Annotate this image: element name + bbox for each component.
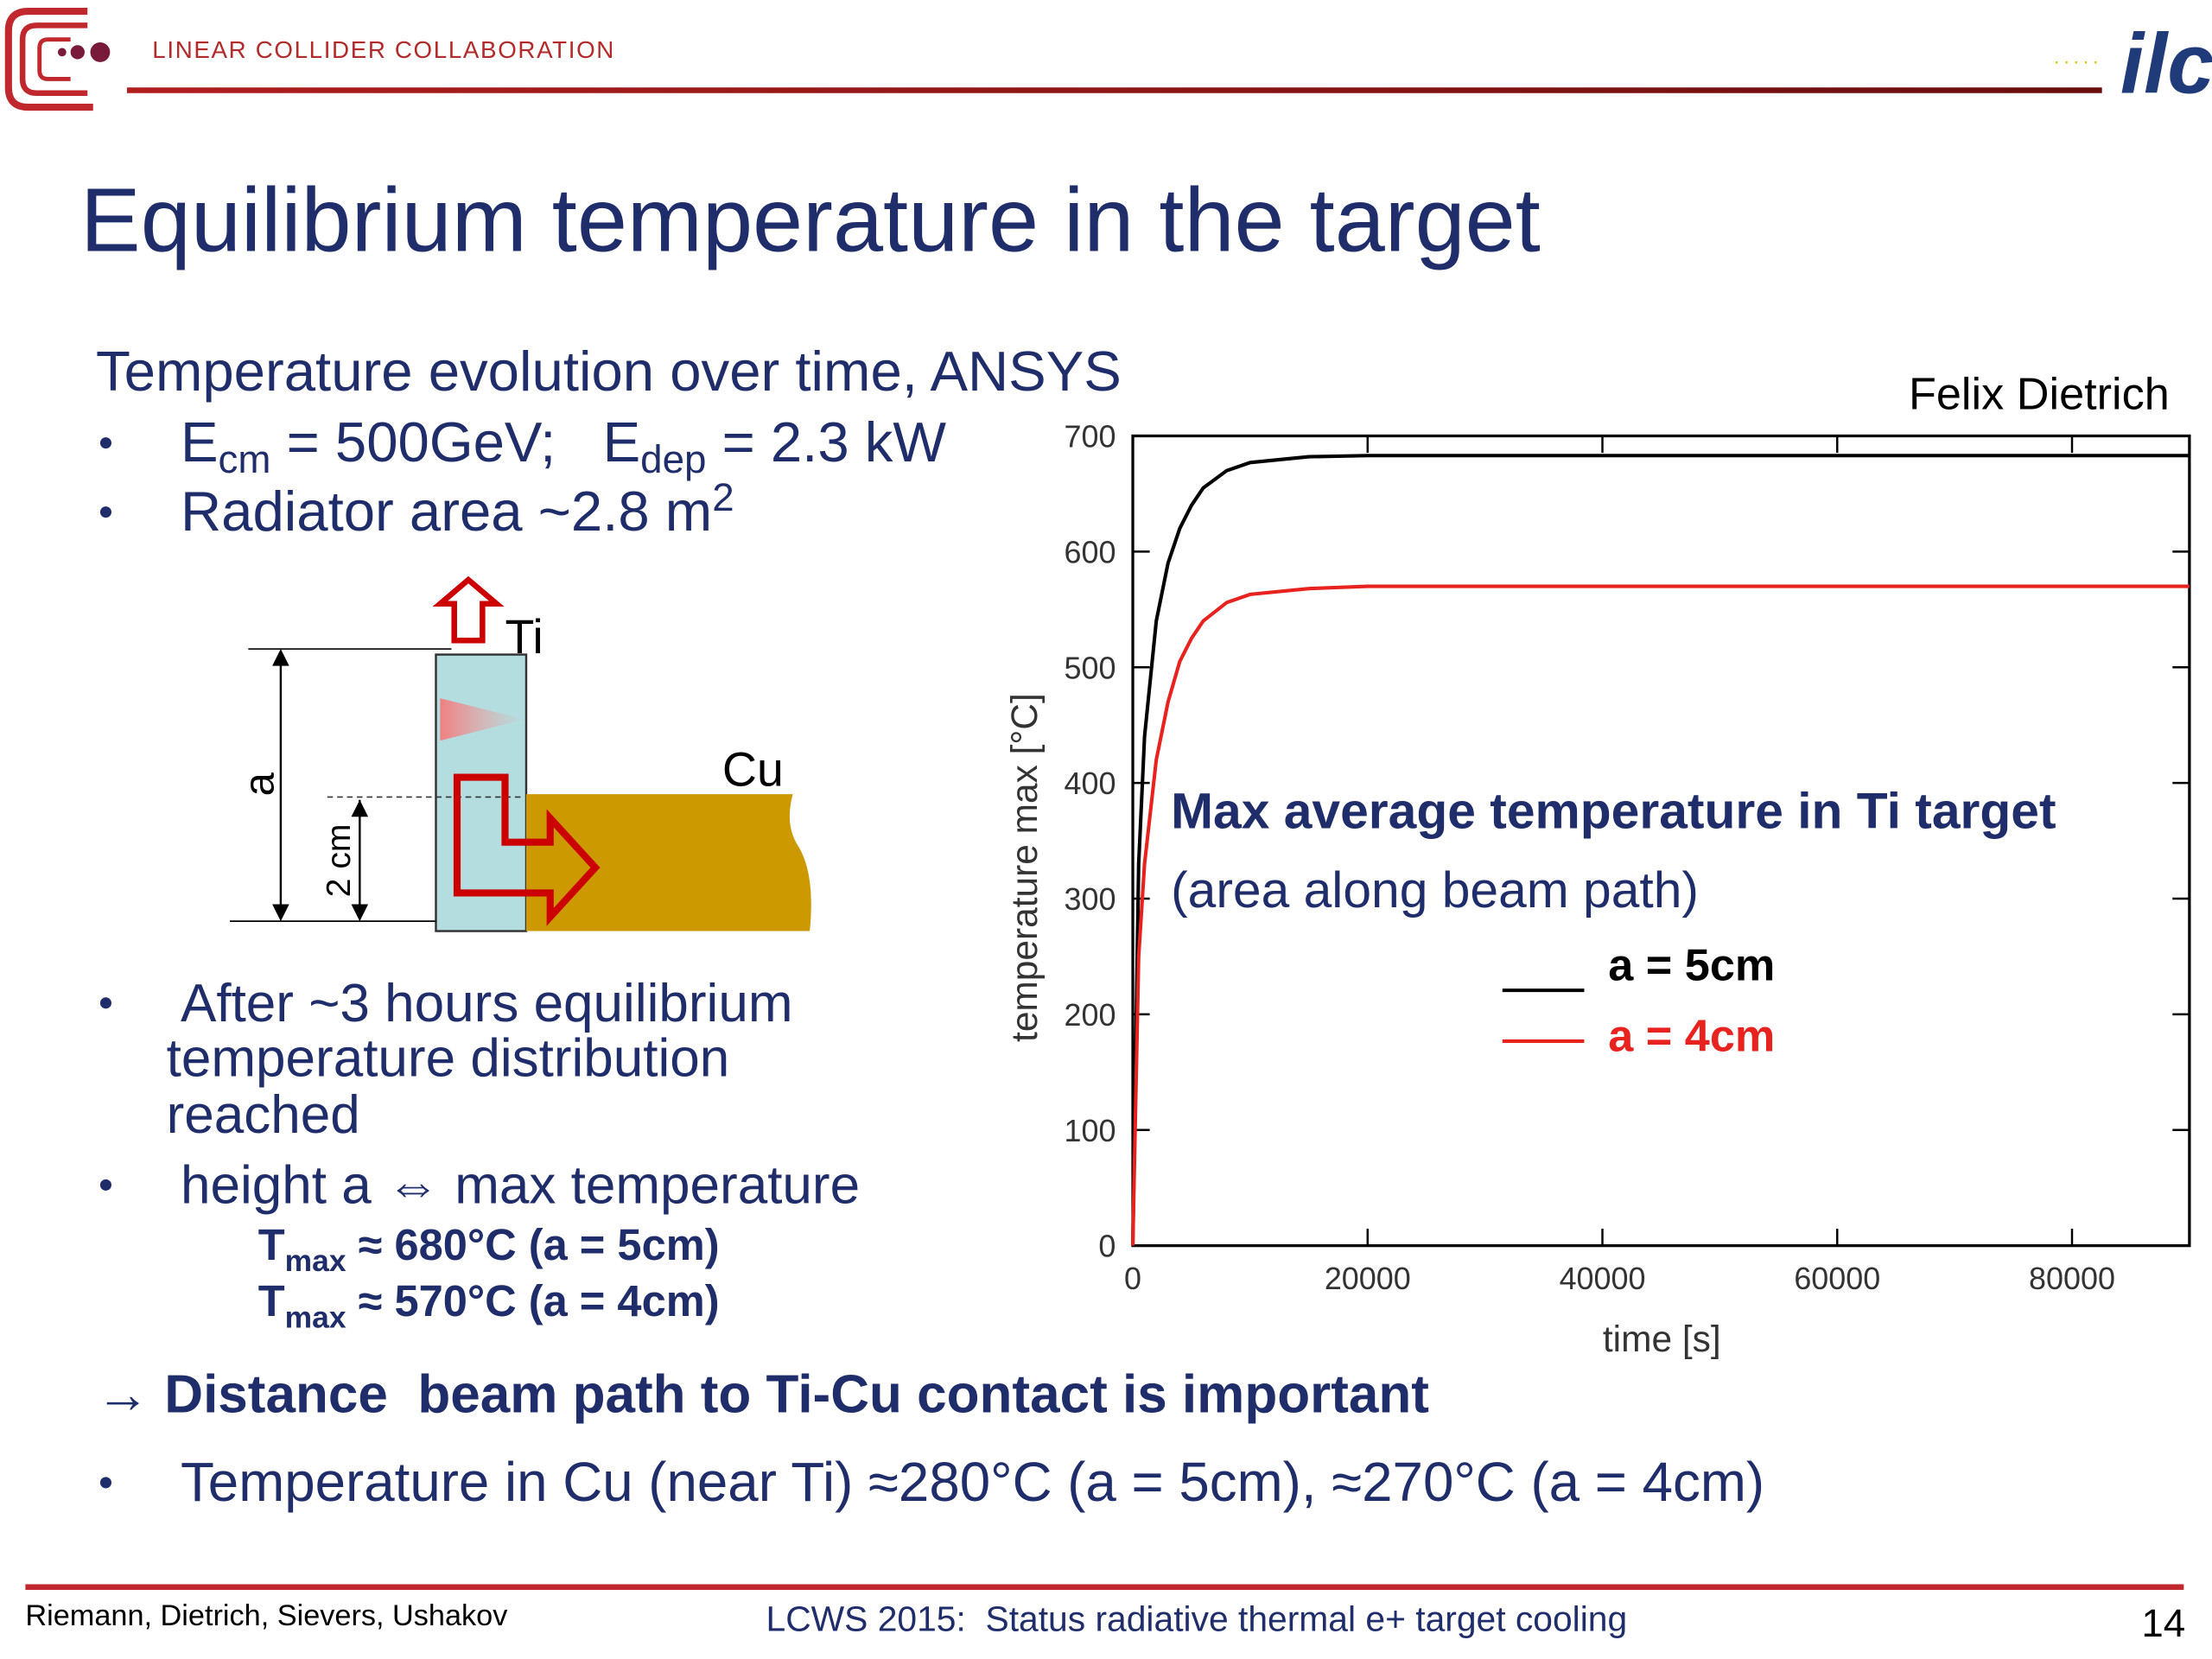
organization: LINEAR COLLIDER COLLABORATION — [152, 36, 615, 63]
bullet-equilibrium-line: reached — [167, 1085, 360, 1145]
target-diagram — [230, 575, 811, 932]
text-part: = 500GeV; E — [270, 410, 640, 474]
slide-title: Equilibrium temperature in the target — [80, 170, 1541, 271]
text-part: Radiator area ~2.8 m — [181, 480, 712, 543]
script-text: dep — [640, 437, 706, 481]
y-tick-label: 400 — [1065, 766, 1116, 801]
tmax-line: Tmax ≈ 570°C (a = 4cm) — [258, 1276, 720, 1334]
bullet-energy: Ecm = 500GeV; Edep = 2.3 kW — [181, 410, 946, 481]
lcc-logo — [4, 7, 111, 111]
x-tick-label: 20000 — [1325, 1261, 1411, 1296]
text-part: T — [258, 1276, 285, 1325]
cu-label: Cu — [722, 742, 784, 796]
logo-dots: ..... — [2054, 45, 2102, 67]
legend-label: a = 4cm — [1608, 1011, 1775, 1061]
footer-authors: Riemann, Dietrich, Sievers, Ushakov — [25, 1599, 508, 1632]
script-text: cm — [219, 437, 271, 481]
tmax-line: Tmax ≈ 680°C (a = 5cm) — [258, 1220, 720, 1278]
bullet-equilibrium-line: After ~3 hours equilibrium — [181, 974, 793, 1033]
text-part: ≈ 570°C (a = 4cm) — [346, 1276, 720, 1325]
text-part: ≈ 680°C (a = 5cm) — [346, 1220, 720, 1269]
x-axis-label: time [s] — [1603, 1319, 1721, 1359]
y-tick-label: 200 — [1065, 997, 1116, 1033]
offset-label: 2 cm — [321, 823, 358, 897]
chart: Felix Dietrich 0 100 200 300 400 500 600 700 0 200… — [1004, 369, 2191, 1359]
text-part: = 2.3 kW — [706, 410, 946, 474]
bullet-cu: Temperature in Cu (near Ti) ≈280°C (a = … — [181, 1452, 1764, 1513]
bullet-radiator: Radiator area ~2.8 m2 — [181, 475, 734, 543]
script-text: 2 — [712, 475, 734, 519]
x-tick-label: 0 — [1124, 1261, 1141, 1296]
y-axis-label: temperature max [°C] — [1004, 693, 1045, 1042]
y-tick-label: 100 — [1065, 1113, 1116, 1148]
annotation: (area along beam path) — [1171, 862, 1699, 918]
subtitle: Temperature evolution over time, ANSYS — [96, 340, 1122, 403]
text-part: E — [181, 410, 219, 474]
x-tick-label: 80000 — [2029, 1261, 2115, 1296]
legend-label: a = 5cm — [1608, 941, 1775, 991]
bullet-equilibrium-line: temperature distribution — [167, 1029, 730, 1089]
y-tick-label: 300 — [1065, 881, 1116, 917]
y-tick-label: 500 — [1065, 650, 1116, 685]
footer-rule — [25, 1584, 2184, 1590]
header-rule — [126, 87, 2102, 93]
y-tick-label: 0 — [1098, 1229, 1116, 1264]
page-number: 14 — [2141, 1601, 2185, 1645]
script-text: max — [285, 1300, 346, 1334]
data-line — [1130, 454, 2190, 1246]
chart-credit: Felix Dietrich — [1909, 369, 2170, 419]
y-tick-label: 600 — [1065, 534, 1116, 569]
script-text: max — [285, 1243, 346, 1278]
bullets — [99, 437, 111, 1489]
height-label: a — [237, 772, 283, 796]
ti-label: Ti — [505, 610, 543, 664]
bullet-height: height a ⇔ max temperature — [181, 1156, 860, 1216]
data-line — [1130, 584, 2190, 1246]
ilc-logo: ilc — [2120, 16, 2212, 111]
x-tick-label: 60000 — [1794, 1261, 1880, 1296]
plot-frame — [1131, 434, 2191, 1248]
y-tick-label: 700 — [1065, 419, 1116, 454]
x-tick-label: 40000 — [1560, 1261, 1646, 1296]
footer-conference: LCWS 2015: Status radiative thermal e+ t… — [766, 1599, 1628, 1638]
annotation: Max average temperature in Ti target — [1171, 783, 2056, 839]
text-part: T — [258, 1220, 285, 1269]
conclusion: → Distance beam path to Ti-Cu contact is… — [96, 1364, 1429, 1424]
